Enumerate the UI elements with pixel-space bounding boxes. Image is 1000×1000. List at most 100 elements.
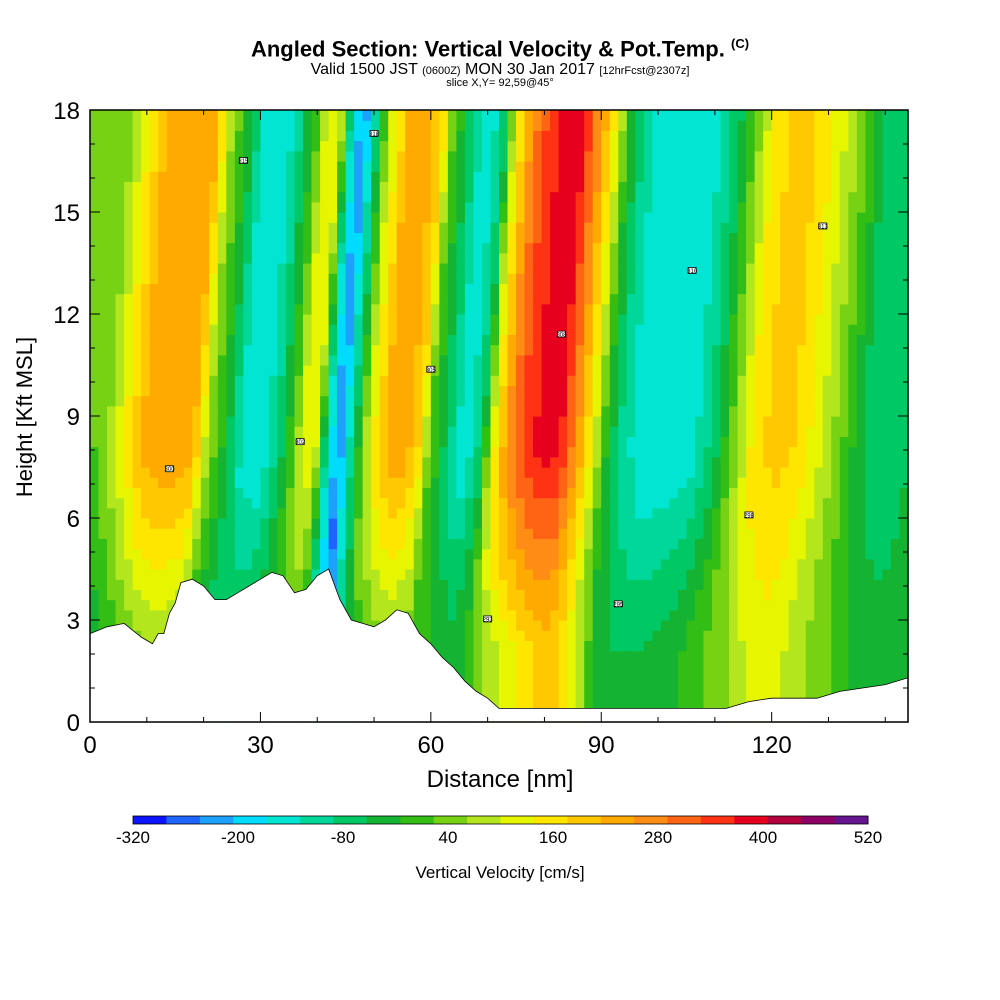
velocity-cell [746, 691, 756, 703]
velocity-cell [507, 191, 517, 203]
velocity-cell [115, 212, 125, 223]
velocity-cell [541, 691, 551, 703]
velocity-cell [413, 589, 423, 601]
velocity-cell [541, 242, 551, 254]
velocity-cell [473, 589, 483, 601]
velocity-cell [115, 579, 125, 590]
velocity-cell [660, 324, 671, 335]
velocity-cell [166, 120, 176, 131]
velocity-cell [107, 232, 117, 244]
velocity-cell [396, 120, 406, 131]
velocity-cell [115, 334, 125, 346]
velocity-cell [550, 120, 560, 131]
velocity-cell [98, 599, 108, 611]
velocity-cell [192, 538, 202, 550]
velocity-cell [499, 477, 509, 488]
velocity-cell [268, 161, 279, 172]
velocity-cell [643, 191, 653, 203]
velocity-cell [567, 354, 577, 366]
velocity-cell [396, 314, 406, 325]
velocity-cell [294, 538, 304, 550]
velocity-cell [558, 365, 568, 376]
velocity-cell [124, 273, 134, 284]
velocity-cell [635, 130, 645, 142]
velocity-cell [303, 548, 313, 560]
velocity-cell [729, 324, 739, 335]
velocity-cell [550, 589, 560, 601]
velocity-cell [771, 650, 781, 662]
velocity-cell [660, 110, 671, 121]
velocity-cell [635, 671, 645, 682]
velocity-cell [507, 691, 517, 703]
velocity-cell [550, 293, 560, 305]
velocity-cell [558, 303, 568, 315]
velocity-cell [584, 191, 594, 203]
velocity-cell [541, 650, 551, 662]
velocity-cell [652, 405, 662, 417]
velocity-cell [285, 303, 296, 315]
velocity-cell [183, 334, 193, 346]
velocity-cell [660, 660, 671, 672]
velocity-cell [558, 375, 568, 386]
velocity-cell [592, 242, 602, 254]
velocity-cell [209, 569, 219, 580]
velocity-cell [226, 365, 236, 376]
velocity-cell [609, 191, 619, 203]
velocity-cell [626, 120, 636, 131]
velocity-cell [166, 375, 176, 386]
velocity-cell [175, 120, 185, 131]
velocity-cell [754, 528, 764, 539]
velocity-cell [183, 130, 193, 142]
velocity-cell [328, 201, 338, 213]
velocity-cell [328, 334, 338, 346]
velocity-cell [550, 181, 560, 193]
velocity-cell [558, 599, 568, 611]
velocity-cell [422, 528, 432, 539]
velocity-cell [635, 456, 645, 468]
velocity-cell [533, 273, 543, 284]
velocity-cell [422, 497, 432, 509]
velocity-cell [405, 303, 415, 315]
velocity-cell [175, 181, 185, 193]
velocity-cell [567, 538, 577, 550]
velocity-cell [294, 446, 304, 458]
velocity-cell [575, 538, 585, 550]
velocity-cell [780, 303, 790, 315]
velocity-cell [251, 201, 262, 213]
velocity-cell [507, 487, 517, 499]
velocity-cell [124, 263, 134, 274]
velocity-cell [192, 191, 202, 203]
velocity-cell [729, 314, 739, 325]
velocity-cell [285, 222, 296, 233]
velocity-cell [107, 579, 117, 590]
velocity-cell [456, 589, 466, 601]
velocity-cell [192, 548, 202, 560]
velocity-cell [626, 283, 636, 295]
velocity-cell [209, 161, 219, 172]
velocity-cell [712, 660, 722, 672]
velocity-cell [294, 354, 304, 366]
velocity-cell [635, 599, 645, 611]
velocity-cell [677, 314, 688, 325]
velocity-cell [183, 303, 193, 315]
copyright-mark: (C) [731, 36, 750, 51]
velocity-cell [422, 558, 432, 570]
velocity-cell [379, 242, 389, 254]
velocity-cell [703, 140, 713, 152]
velocity-cell [558, 589, 568, 601]
velocity-cell [720, 201, 730, 213]
velocity-cell [771, 212, 781, 223]
velocity-cell [490, 671, 500, 682]
velocity-cell [98, 477, 108, 488]
velocity-cell [481, 507, 492, 519]
velocity-cell [746, 263, 756, 274]
velocity-cell [337, 303, 347, 315]
velocity-cell [456, 660, 466, 672]
velocity-cell [481, 569, 492, 580]
velocity-cell [763, 283, 773, 295]
velocity-cell [166, 569, 176, 580]
velocity-cell [217, 446, 227, 458]
velocity-cell [430, 477, 440, 488]
velocity-cell [737, 354, 747, 366]
velocity-cell [379, 518, 389, 529]
